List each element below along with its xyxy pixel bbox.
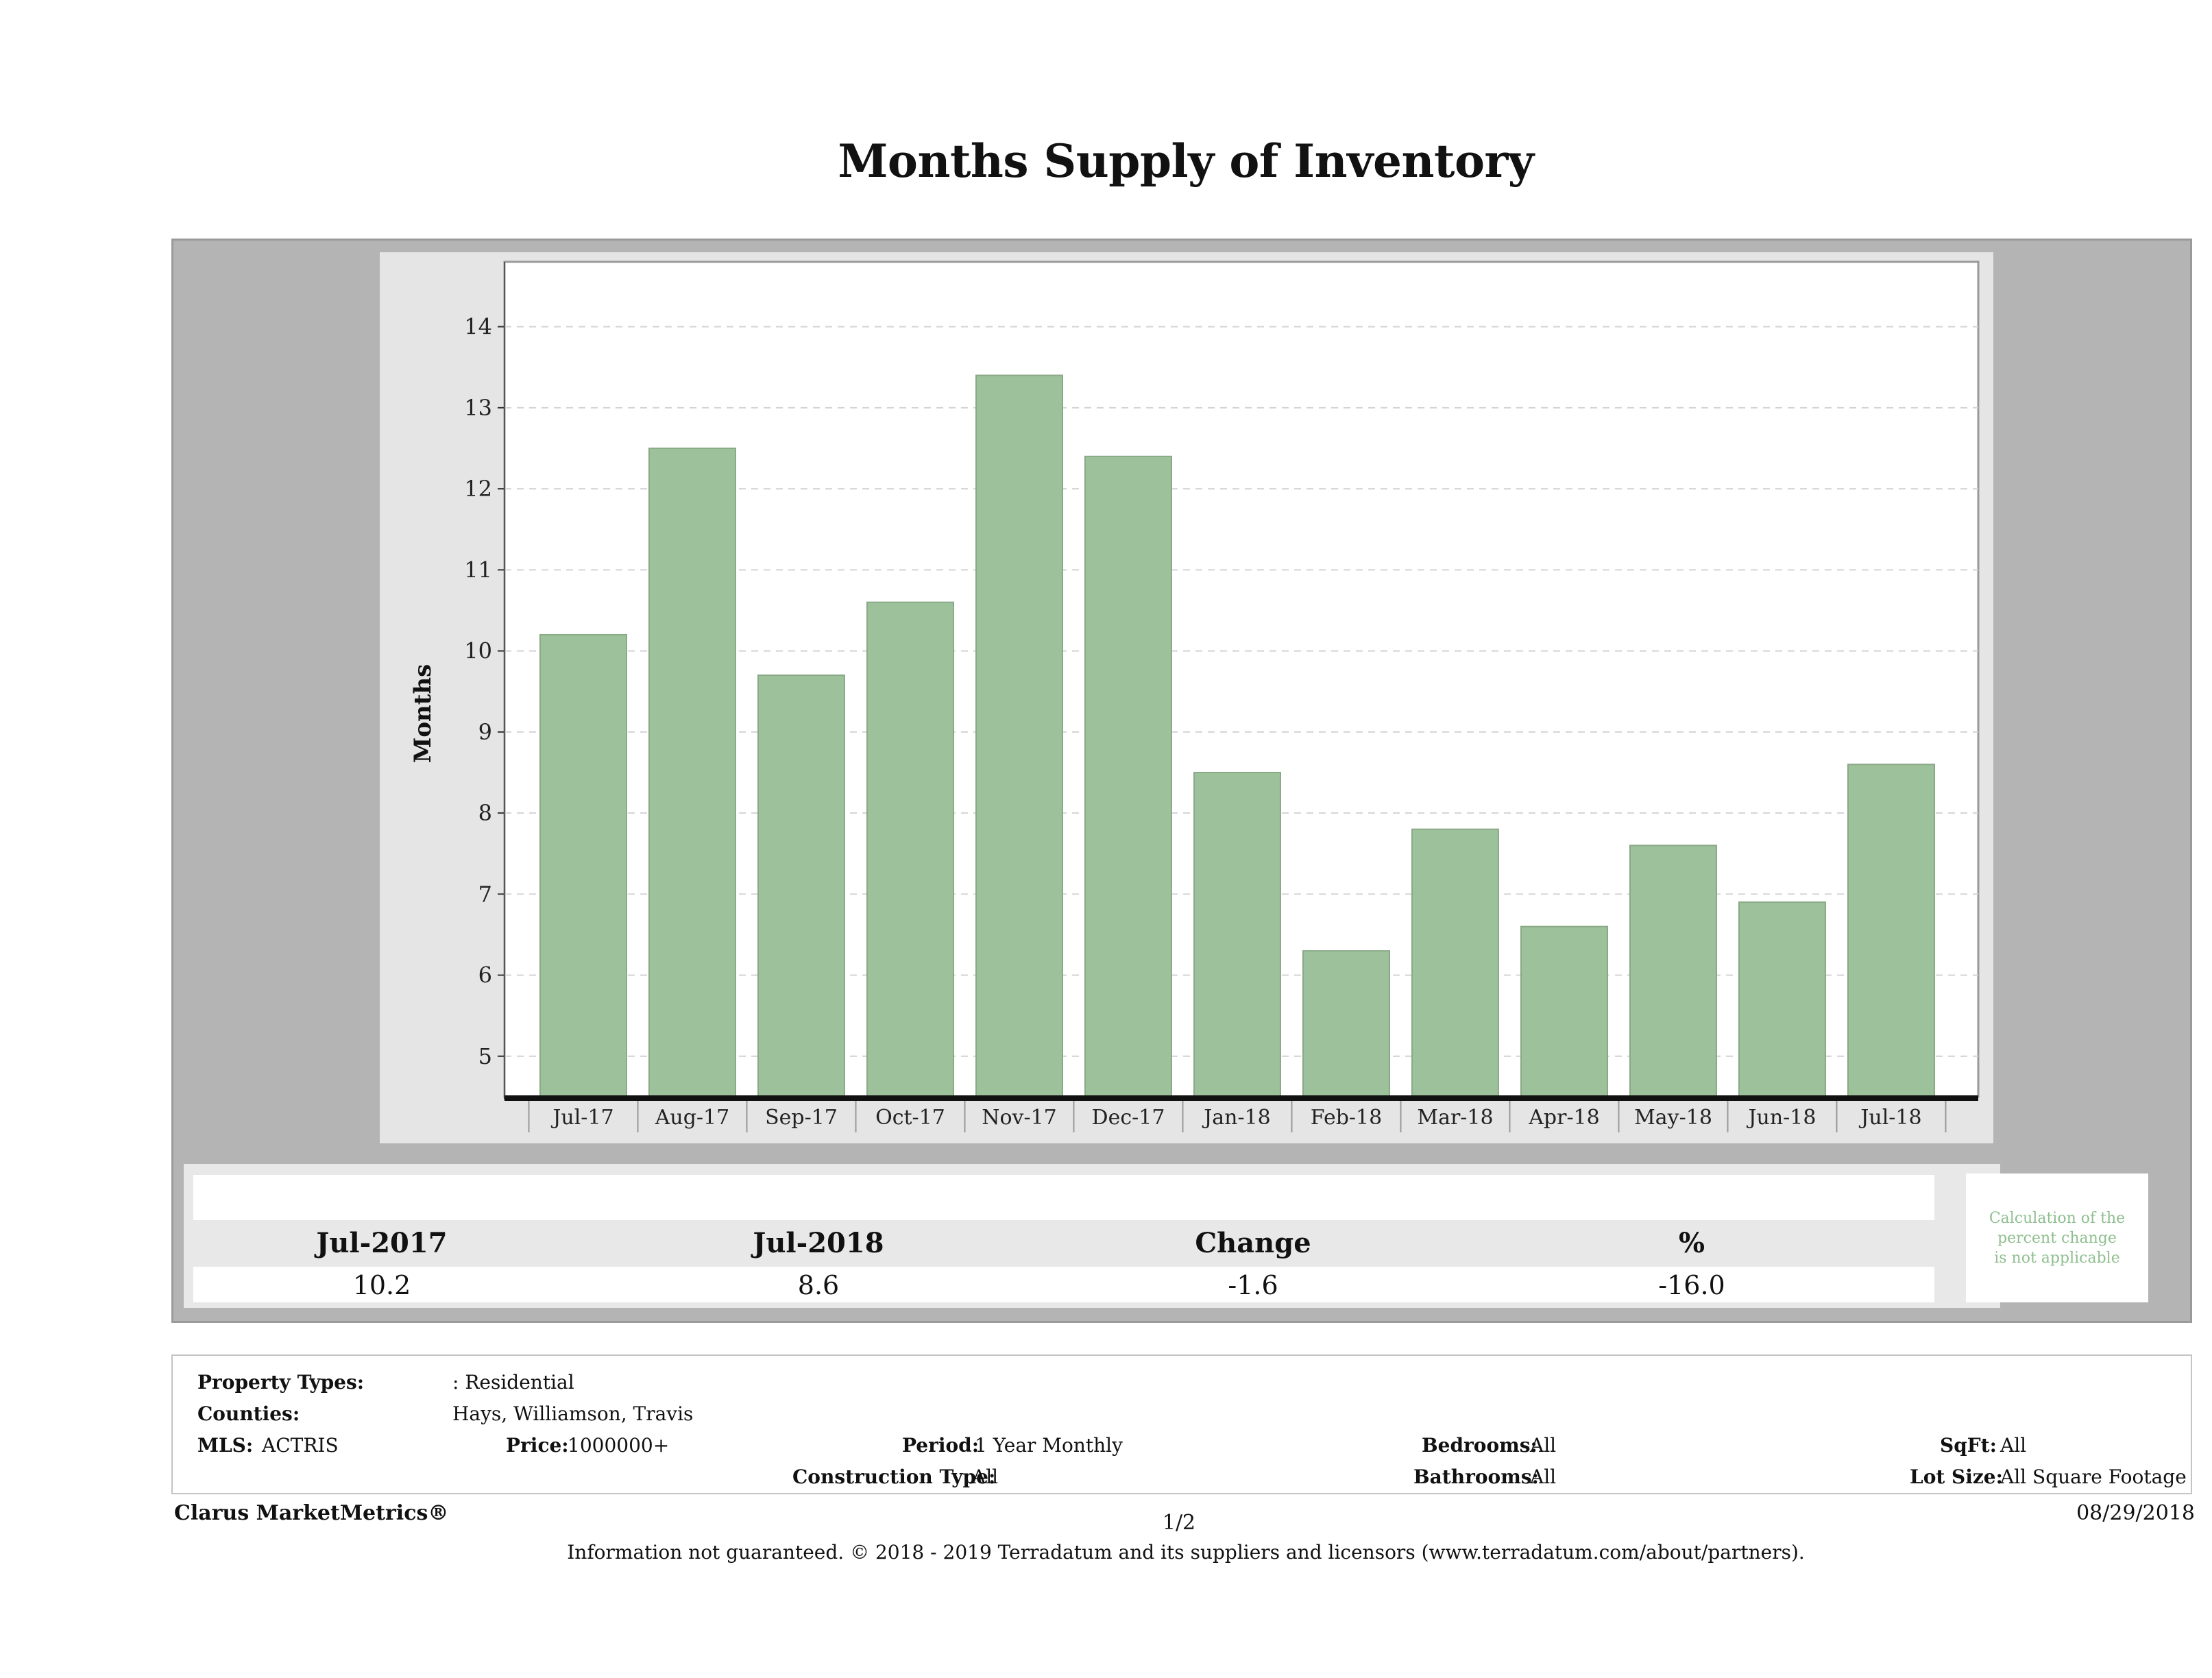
property-types-value: : Residential xyxy=(452,1371,574,1394)
bar xyxy=(539,633,627,1097)
lot-size-value: All Square Footage xyxy=(2000,1466,2187,1488)
counties-label: Counties: xyxy=(197,1402,300,1425)
y-tick-label: 7 xyxy=(478,881,492,907)
y-tick-label: 10 xyxy=(464,638,492,664)
summary-table: Jul-2017 Jul-2018 Change % 10.2 8.6 -1.6… xyxy=(184,1164,2000,1308)
page-number: 1/2 xyxy=(1162,1511,1196,1535)
y-tick-label: 8 xyxy=(478,800,492,826)
counties-value: Hays, Williamson, Travis xyxy=(452,1402,694,1425)
price-value: 1000000+ xyxy=(568,1434,670,1457)
x-tick-label: Apr-18 xyxy=(1528,1106,1600,1130)
summary-value-change: -1.6 xyxy=(1228,1270,1278,1300)
property-types-label: Property Types: xyxy=(197,1371,365,1394)
bar-chart: 5 6 7 8 9 10 11 12 13 14 Months Jul-17 Aug-17 Sep-17 O… xyxy=(409,260,1980,1132)
bar xyxy=(1411,828,1499,1097)
construction-type-label: Construction Type: xyxy=(792,1466,996,1488)
x-tick-label: Jun-18 xyxy=(1747,1106,1816,1130)
summary-values-row xyxy=(193,1267,1934,1302)
x-tick-label: Jan-18 xyxy=(1202,1106,1271,1130)
bathrooms-value: All xyxy=(1530,1466,1557,1488)
x-tick-label: Jul-17 xyxy=(550,1106,613,1130)
mls-label: MLS: xyxy=(197,1434,254,1457)
bar xyxy=(1302,950,1390,1097)
x-tick-label: Oct-17 xyxy=(875,1106,945,1130)
sqft-label: SqFt: xyxy=(1940,1434,1997,1457)
summary-header-end: Jul-2018 xyxy=(753,1227,884,1259)
mls-value: ACTRIS xyxy=(262,1434,339,1457)
y-tick-label: 13 xyxy=(464,395,492,421)
report-date: 08/29/2018 xyxy=(2076,1501,2195,1525)
y-tick-label: 12 xyxy=(464,476,492,502)
period-label: Period: xyxy=(902,1434,980,1457)
bedrooms-label: Bedrooms: xyxy=(1422,1434,1538,1457)
x-tick-label: Sep-17 xyxy=(765,1106,838,1130)
construction-type-value: All xyxy=(972,1466,999,1488)
bar xyxy=(866,601,954,1097)
summary-blank-row xyxy=(193,1175,1934,1220)
bedrooms-value: All xyxy=(1530,1434,1557,1457)
bar xyxy=(648,447,736,1097)
sqft-value: All xyxy=(2000,1434,2027,1457)
x-tick-label: Aug-17 xyxy=(655,1106,730,1130)
y-tick-label: 6 xyxy=(478,962,492,988)
page-title: Months Supply of Inventory xyxy=(838,134,1534,188)
x-tick-label: Nov-17 xyxy=(982,1106,1057,1130)
search-criteria: Property Types: : Residential Counties: … xyxy=(171,1354,2192,1494)
bar xyxy=(1847,764,1935,1097)
bar xyxy=(1193,771,1281,1097)
chart-canvas: 5 6 7 8 9 10 11 12 13 14 Months Jul-17 Aug-17 Sep-17 O… xyxy=(380,252,1993,1143)
price-label: Price: xyxy=(506,1434,569,1457)
note-line: Calculation of the xyxy=(1989,1209,2126,1227)
summary-value-end: 8.6 xyxy=(797,1270,840,1300)
percent-change-note: Calculation of the percent change is not… xyxy=(1966,1174,2148,1302)
note-line: is not applicable xyxy=(1994,1249,2120,1267)
x-tick-label: Feb-18 xyxy=(1311,1106,1382,1130)
lot-size-label: Lot Size: xyxy=(1910,1466,2003,1488)
note-line: percent change xyxy=(1997,1229,2117,1247)
summary-header-start: Jul-2017 xyxy=(316,1227,448,1259)
x-tick-label: Dec-17 xyxy=(1092,1106,1165,1130)
bar xyxy=(975,374,1063,1098)
x-tick-label: Mar-18 xyxy=(1417,1106,1493,1130)
bar xyxy=(1520,925,1608,1098)
disclaimer: Information not guaranteed. © 2018 - 201… xyxy=(567,1541,1805,1564)
bar xyxy=(1629,844,1717,1097)
bar xyxy=(1738,901,1826,1097)
y-tick-label: 5 xyxy=(478,1043,492,1069)
summary-value-percent: -16.0 xyxy=(1658,1270,1725,1300)
period-value: 1 Year Monthly xyxy=(975,1434,1123,1457)
brand-name: Clarus MarketMetrics® xyxy=(174,1501,449,1525)
x-tick-label: May-18 xyxy=(1634,1106,1712,1130)
summary-value-start: 10.2 xyxy=(352,1270,411,1300)
x-tick-label: Jul-18 xyxy=(1858,1106,1921,1130)
y-tick-label: 11 xyxy=(464,557,492,583)
y-tick-label: 9 xyxy=(478,719,492,745)
bar xyxy=(1084,455,1172,1097)
y-axis-label: Months xyxy=(409,664,437,764)
summary-header-change: Change xyxy=(1195,1227,1311,1259)
bar xyxy=(757,674,845,1097)
y-tick-label: 14 xyxy=(464,314,492,340)
summary-header-percent: % xyxy=(1678,1227,1705,1259)
bathrooms-label: Bathrooms: xyxy=(1413,1466,1539,1488)
